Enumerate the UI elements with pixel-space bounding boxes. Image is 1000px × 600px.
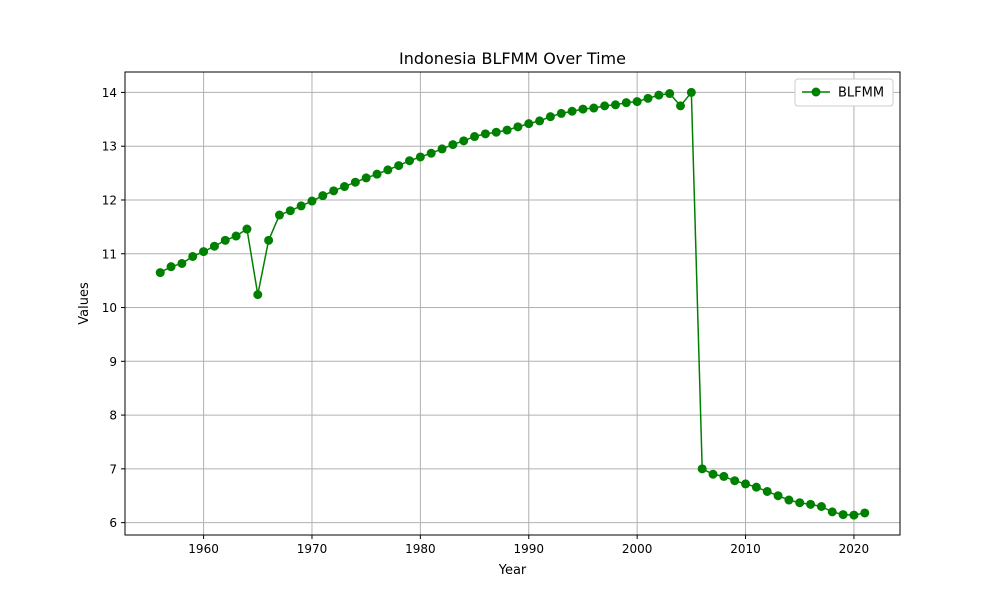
- data-point: [155, 268, 165, 278]
- x-tick-label: 1970: [297, 542, 328, 556]
- data-point: [383, 165, 393, 175]
- data-point: [274, 210, 284, 220]
- data-point: [697, 464, 707, 474]
- data-point: [730, 476, 740, 486]
- data-point: [307, 196, 317, 206]
- y-tick-label: 12: [102, 193, 117, 207]
- y-axis-label: Values: [77, 282, 92, 325]
- data-point: [350, 177, 360, 187]
- data-point: [502, 125, 512, 135]
- data-point: [448, 140, 458, 150]
- legend: BLFMM: [794, 78, 894, 107]
- data-point: [578, 104, 588, 114]
- data-point: [242, 224, 252, 234]
- data-point: [329, 186, 339, 196]
- x-tick-label: 2000: [622, 542, 653, 556]
- data-point: [480, 129, 490, 139]
- data-point: [177, 258, 187, 268]
- data-point: [665, 89, 675, 99]
- y-tick-label: 14: [102, 86, 117, 100]
- data-point: [686, 87, 696, 97]
- data-point: [621, 98, 631, 108]
- y-tick-label: 11: [102, 247, 117, 261]
- data-point: [545, 112, 555, 122]
- data-point: [806, 499, 816, 509]
- data-point: [361, 173, 371, 183]
- data-point: [643, 93, 653, 103]
- y-tick-label: 6: [109, 516, 117, 530]
- data-point: [166, 262, 176, 272]
- legend-marker: [811, 87, 821, 97]
- x-tick-label: 1990: [513, 542, 544, 556]
- series-line: [159, 91, 865, 516]
- y-tick-label: 10: [102, 301, 117, 315]
- x-tick-label: 2010: [730, 542, 761, 556]
- data-point: [426, 148, 436, 158]
- data-point: [209, 241, 219, 251]
- y-tick-label: 9: [109, 355, 117, 369]
- data-point: [784, 495, 794, 505]
- data-point: [849, 510, 859, 520]
- data-point: [491, 127, 501, 137]
- data-point: [860, 508, 870, 518]
- data-point: [253, 290, 263, 300]
- data-point: [285, 206, 295, 216]
- data-point: [556, 108, 566, 118]
- x-axis-label: Year: [498, 563, 527, 578]
- data-point: [231, 231, 241, 241]
- data-point: [459, 136, 469, 146]
- plot-area-frame: [124, 71, 901, 536]
- data-point: [437, 144, 447, 154]
- data-point: [470, 132, 480, 142]
- x-tick-label: 2020: [839, 542, 870, 556]
- data-point: [415, 152, 425, 162]
- data-point: [610, 100, 620, 110]
- data-point: [372, 169, 382, 179]
- data-point: [264, 235, 274, 245]
- x-tick-label: 1980: [405, 542, 436, 556]
- data-point: [394, 161, 404, 171]
- legend-label: BLFMM: [838, 86, 884, 101]
- data-point: [188, 251, 198, 261]
- chart-title: Indonesia BLFMM Over Time: [399, 49, 626, 68]
- data-point: [773, 491, 783, 501]
- data-point: [199, 247, 209, 257]
- data-point: [339, 182, 349, 192]
- data-point: [751, 482, 761, 492]
- series-layer: [155, 87, 870, 520]
- y-tick-label: 7: [109, 462, 117, 476]
- axis-ticks: 1960 1970 1980 1990 2000 2010 2020 6 7 8 9 10 11 12 13…: [102, 86, 869, 556]
- data-point: [827, 507, 837, 517]
- data-point: [816, 501, 826, 511]
- data-point: [589, 103, 599, 113]
- data-point: [567, 106, 577, 116]
- data-point: [220, 235, 230, 245]
- data-point: [632, 97, 642, 107]
- data-point: [513, 122, 523, 132]
- data-point: [535, 116, 545, 126]
- data-point: [838, 510, 848, 520]
- data-point: [524, 119, 534, 129]
- data-point: [795, 498, 805, 508]
- data-point: [654, 90, 664, 100]
- legend-box: [794, 78, 894, 107]
- data-point: [762, 486, 772, 496]
- data-point: [741, 479, 751, 489]
- data-point: [708, 469, 718, 479]
- data-point: [296, 201, 306, 211]
- y-tick-label: 13: [102, 140, 117, 154]
- x-tick-label: 1960: [188, 542, 219, 556]
- data-point: [676, 101, 686, 111]
- data-point: [318, 191, 328, 201]
- data-point: [719, 471, 729, 481]
- data-point: [405, 156, 415, 166]
- grid-lines: [125, 72, 900, 535]
- data-point: [600, 101, 610, 111]
- y-tick-label: 8: [109, 409, 117, 423]
